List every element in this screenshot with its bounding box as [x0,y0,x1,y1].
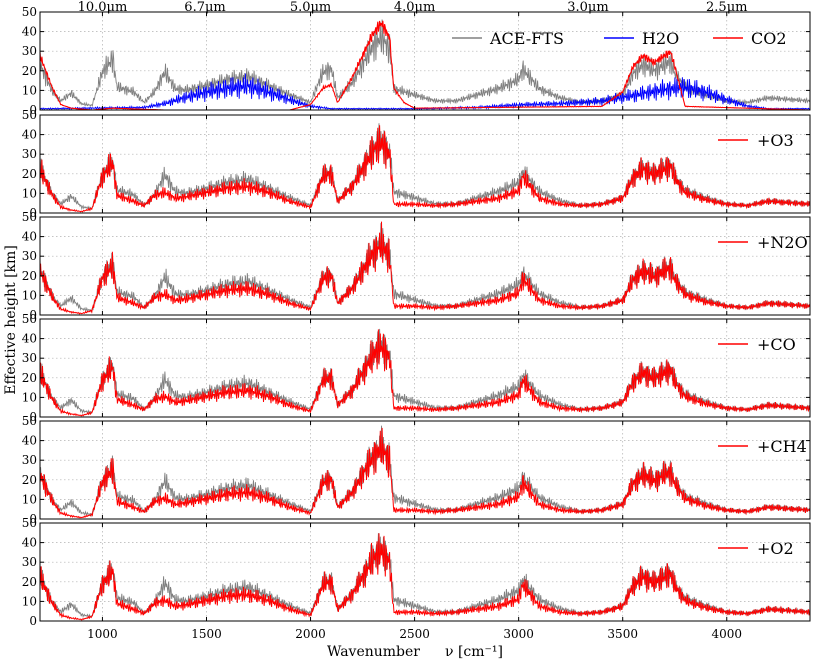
y-tick-label: 20 [22,473,37,487]
y-tick-label: 0 [29,206,37,220]
y-tick-label: 10 [22,492,37,506]
y-tick-label: 10 [22,594,37,608]
y-tick-label: 50 [22,414,37,428]
legend-label: H2O [642,29,679,48]
legend-layer: ACE-FTS H2O CO2 +O3 +N2O +CO +CH4 +O2 [452,29,808,558]
wavelength-label: 6.7μm [184,0,225,15]
panel-frame [39,318,811,418]
y-tick-label: 30 [22,555,37,569]
y-tick-label: 0 [29,614,37,628]
y-tick-label: 20 [22,167,37,181]
y-tick-label: 40 [22,128,37,142]
y-tick-label: 0 [29,410,37,424]
panel-frame [39,420,811,520]
panel-frame [39,216,811,316]
wavelength-label: 4.0μm [394,0,435,15]
y-tick-label: 30 [22,453,37,467]
y-axis-label: Effective height [km] [3,245,19,395]
x-tick-label: 3000 [503,627,534,641]
wavelength-label: 10.0μm [78,0,128,15]
x-axis-symbol: ν [cm⁻¹] [445,644,503,660]
y-tick-label: 50 [22,108,37,122]
y-tick-label: 50 [22,516,37,530]
x-tick-label: 1000 [87,627,118,641]
y-tick-label: 30 [22,44,37,58]
y-tick-label: 50 [22,210,37,224]
y-tick-label: 30 [22,249,37,263]
y-tick-label: 10 [22,390,37,404]
series-h2o [39,73,810,111]
y-tick-label: 10 [22,186,37,200]
y-tick-label: 0 [29,512,37,526]
y-tick-label: 10 [22,83,37,97]
x-tick-label: 4000 [711,627,742,641]
panel-frame [39,11,811,111]
legend-label: +O2 [757,539,794,558]
series-model [39,533,811,621]
y-tick-label: 20 [22,575,37,589]
y-tick-label: 30 [22,351,37,365]
y-tick-label: 30 [22,147,37,161]
grid-layer [40,11,810,622]
x-tick-label: 2500 [399,627,430,641]
x-axis-label: Wavenumber [327,644,420,660]
series-co2 [39,20,810,111]
legend-label: +O3 [757,131,794,150]
series-model [39,427,811,519]
y-tick-label: 0 [29,103,37,117]
legend-label: +CH4 [757,437,807,456]
legend-label: +CO [757,335,796,354]
y-tick-label: 0 [29,308,37,322]
series-model [39,329,811,417]
y-tick-label: 50 [22,5,37,19]
panel-frame [39,114,811,214]
wavelength-label: 5.0μm [290,0,331,15]
legend-label: ACE-FTS [489,29,564,48]
y-tick-label: 10 [22,288,37,302]
x-tick-label: 1500 [191,627,222,641]
y-tick-label: 40 [22,536,37,550]
series-model [39,221,811,315]
y-tick-label: 20 [22,64,37,78]
y-tick-label: 40 [22,230,37,244]
wavelength-label: 2.5μm [706,0,747,15]
axes-layer: 0102030405001020304050010203040500102030… [22,0,811,641]
x-tick-label: 2000 [295,627,326,641]
y-tick-label: 50 [22,312,37,326]
legend-label: +N2O [757,233,808,252]
y-tick-label: 40 [22,434,37,448]
series-ace-fts [39,19,811,108]
x-tick-label: 3500 [607,627,638,641]
y-tick-label: 40 [22,332,37,346]
legend-label: CO2 [751,29,787,48]
series-model [39,125,811,213]
y-tick-label: 20 [22,269,37,283]
wavelength-label: 3.0μm [567,0,608,15]
y-tick-label: 40 [22,25,37,39]
series-ace-fts [39,533,811,619]
series-layer [39,19,811,621]
panel-frame [39,522,811,622]
y-tick-label: 20 [22,371,37,385]
